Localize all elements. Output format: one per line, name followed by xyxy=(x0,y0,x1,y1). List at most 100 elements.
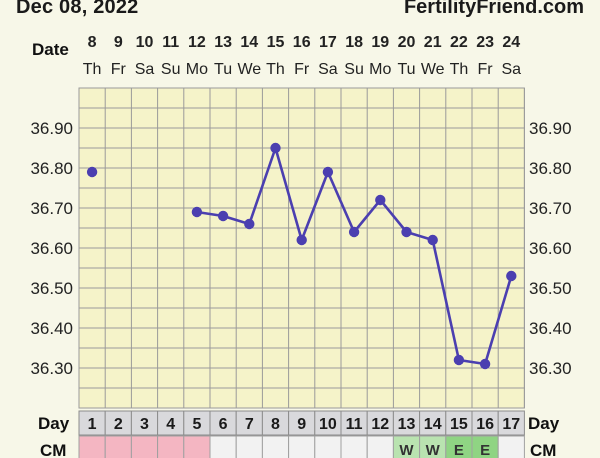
day-cell xyxy=(288,410,316,436)
cm-cell xyxy=(235,435,263,458)
y-tick-label: 36.80 xyxy=(30,159,73,178)
cycle-day-row: 1 2 3 4 5 6 7 8 9 10 11 12 13 14 15 16 17 xyxy=(78,410,525,436)
date-label: 21 xyxy=(424,34,442,51)
day-number: 14 xyxy=(424,416,442,433)
cm-row-label-right: CM xyxy=(530,441,556,458)
date-label: 20 xyxy=(398,34,416,51)
y-tick-label: 36.90 xyxy=(30,119,73,138)
cm-cell xyxy=(78,435,106,458)
day-row-label-right: Day xyxy=(528,414,560,433)
temperature-point xyxy=(296,234,307,246)
day-cell xyxy=(366,410,394,436)
date-label: 24 xyxy=(502,34,520,51)
cm-value: E xyxy=(480,442,490,458)
weekday-label: Su xyxy=(161,61,181,78)
day-number: 1 xyxy=(88,416,97,433)
temperature-points xyxy=(86,142,517,370)
temperature-point xyxy=(270,142,281,154)
date-row-label: Date xyxy=(32,40,69,59)
temperature-point xyxy=(348,226,360,238)
y-axis-right: 36.90 36.80 36.70 36.60 36.50 36.40 36.30 xyxy=(529,119,572,378)
date-label: 8 xyxy=(88,34,97,51)
weekday-label: Sa xyxy=(135,61,155,78)
day-cell xyxy=(340,410,368,436)
day-number: 6 xyxy=(219,416,228,433)
day-number: 16 xyxy=(476,416,494,433)
day-number: 8 xyxy=(271,416,280,433)
cm-value: W xyxy=(426,442,441,458)
y-axis-left: 36.90 36.80 36.70 36.60 36.50 36.40 36.30 xyxy=(30,119,73,378)
cm-cell xyxy=(314,435,342,458)
cm-cell xyxy=(261,435,290,458)
temperature-point xyxy=(86,166,98,178)
day-number: 2 xyxy=(114,416,123,433)
day-number: 5 xyxy=(192,416,201,433)
weekday-label: Mo xyxy=(369,61,391,78)
y-tick-label: 36.70 xyxy=(30,199,73,218)
date-label: 12 xyxy=(188,34,206,51)
temperature-point xyxy=(427,234,438,246)
date-label: 9 xyxy=(114,34,123,51)
y-tick-label: 36.40 xyxy=(30,319,73,338)
weekday-label: Mo xyxy=(186,61,208,78)
day-cell xyxy=(183,410,211,436)
day-number: 3 xyxy=(140,416,149,433)
cm-cell xyxy=(130,435,159,458)
date-label: 18 xyxy=(345,34,363,51)
y-tick-label: 36.50 xyxy=(30,279,73,298)
cm-value: E xyxy=(454,442,464,458)
weekday-label: Fr xyxy=(111,61,127,78)
day-number: 15 xyxy=(450,416,468,433)
day-number: 13 xyxy=(398,416,416,433)
day-cell xyxy=(209,410,237,436)
weekday-label: Th xyxy=(266,61,285,78)
day-cell xyxy=(104,410,132,436)
y-tick-label: 36.90 xyxy=(529,119,572,138)
day-number: 7 xyxy=(245,416,254,433)
day-number: 4 xyxy=(166,416,175,433)
day-number: 9 xyxy=(297,416,306,433)
y-tick-label: 36.60 xyxy=(30,239,73,258)
y-tick-label: 36.60 xyxy=(529,239,572,258)
weekday-label: We xyxy=(237,61,261,78)
weekday-label: Fr xyxy=(478,61,494,78)
date-label: 16 xyxy=(293,34,311,51)
weekday-label: Sa xyxy=(502,61,522,78)
date-label: 22 xyxy=(450,34,468,51)
grid-lines xyxy=(78,87,525,409)
weekday-label: Tu xyxy=(214,61,232,78)
y-tick-label: 36.70 xyxy=(529,199,572,218)
chart-date: Dec 08, 2022 xyxy=(16,0,139,18)
day-number: 17 xyxy=(502,416,520,433)
cm-cell xyxy=(340,435,368,458)
temperature-point xyxy=(506,270,517,282)
y-tick-label: 36.50 xyxy=(529,279,572,298)
day-cell xyxy=(497,410,525,436)
cm-row-label-left: CM xyxy=(40,441,66,458)
temperature-point xyxy=(322,166,334,178)
temperature-point xyxy=(401,226,412,238)
date-label: 23 xyxy=(476,34,494,51)
date-label: 17 xyxy=(319,34,337,51)
cm-cell xyxy=(157,435,185,458)
temperature-point xyxy=(375,194,386,206)
cm-cell xyxy=(366,435,394,458)
day-number: 11 xyxy=(346,416,363,433)
y-tick-label: 36.80 xyxy=(529,159,572,178)
weekday-label: Su xyxy=(344,61,364,78)
cm-cell xyxy=(497,435,525,458)
day-number: 10 xyxy=(319,416,337,433)
day-number: 12 xyxy=(371,416,389,433)
date-label: 14 xyxy=(240,34,258,51)
weekday-label: Th xyxy=(450,61,469,78)
day-cell xyxy=(78,410,106,436)
cm-value: W xyxy=(399,442,414,458)
cm-cell xyxy=(209,435,237,458)
date-label: 10 xyxy=(136,34,154,51)
temperature-point xyxy=(217,210,229,222)
temperature-point xyxy=(244,218,255,230)
day-cell xyxy=(261,410,290,436)
weekday-label: Sa xyxy=(318,61,338,78)
day-cell xyxy=(471,410,499,436)
